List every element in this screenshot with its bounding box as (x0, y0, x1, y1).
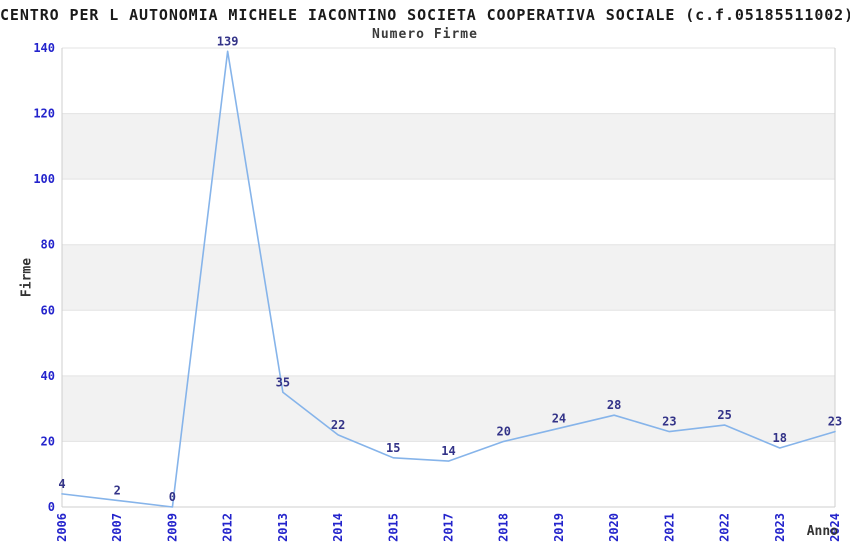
y-tick-label: 40 (41, 369, 55, 383)
x-tick-label: 2020 (607, 513, 621, 542)
plot-band (62, 244, 835, 311)
x-tick-label: 2021 (662, 513, 676, 542)
x-tick-label: 2015 (386, 513, 400, 542)
series-line (61, 50, 836, 508)
x-axis-title: Anno (807, 524, 838, 539)
data-label: 18 (773, 431, 787, 445)
x-tick-label: 2023 (773, 513, 787, 542)
y-tick-label: 140 (33, 41, 55, 55)
y-tick-label: 120 (33, 107, 55, 121)
y-tick-label: 60 (41, 303, 55, 317)
data-label: 22 (331, 418, 345, 432)
x-tick-label: 2012 (221, 513, 235, 542)
data-label: 20 (496, 424, 510, 438)
x-tick-label: 2024 (828, 513, 842, 542)
y-tick-label: 20 (41, 434, 55, 448)
data-label: 4 (58, 477, 65, 491)
x-tick-label: 2006 (55, 513, 69, 542)
chart-subtitle: Numero Firme (372, 27, 478, 42)
x-tick-label: 2019 (552, 513, 566, 542)
data-label: 139 (217, 34, 239, 48)
data-label: 25 (717, 408, 731, 422)
y-axis-title: Firme (20, 258, 35, 297)
data-label: 35 (276, 375, 290, 389)
data-label: 28 (607, 398, 621, 412)
y-tick-label: 0 (48, 500, 55, 514)
data-label: 0 (169, 490, 176, 504)
y-tick-label: 100 (33, 172, 55, 186)
x-tick-label: 2017 (442, 513, 456, 542)
plot-band (62, 375, 835, 442)
x-tick-label: 2018 (497, 513, 511, 542)
data-label: 23 (828, 415, 842, 429)
x-tick-label: 2007 (110, 513, 124, 542)
x-tick-label: 2013 (276, 513, 290, 542)
chart-title: CENTRO PER L AUTONOMIA MICHELE IACONTINO… (0, 6, 850, 24)
x-tick-label: 2014 (331, 513, 345, 542)
data-label: 24 (552, 411, 566, 425)
data-label: 2 (114, 483, 121, 497)
y-tick-label: 80 (41, 238, 55, 252)
x-tick-label: 2009 (165, 513, 179, 542)
data-label: 23 (662, 415, 676, 429)
x-tick-label: 2022 (718, 513, 732, 542)
data-label: 14 (441, 444, 455, 458)
data-label: 15 (386, 441, 400, 455)
plot-band (62, 113, 835, 180)
